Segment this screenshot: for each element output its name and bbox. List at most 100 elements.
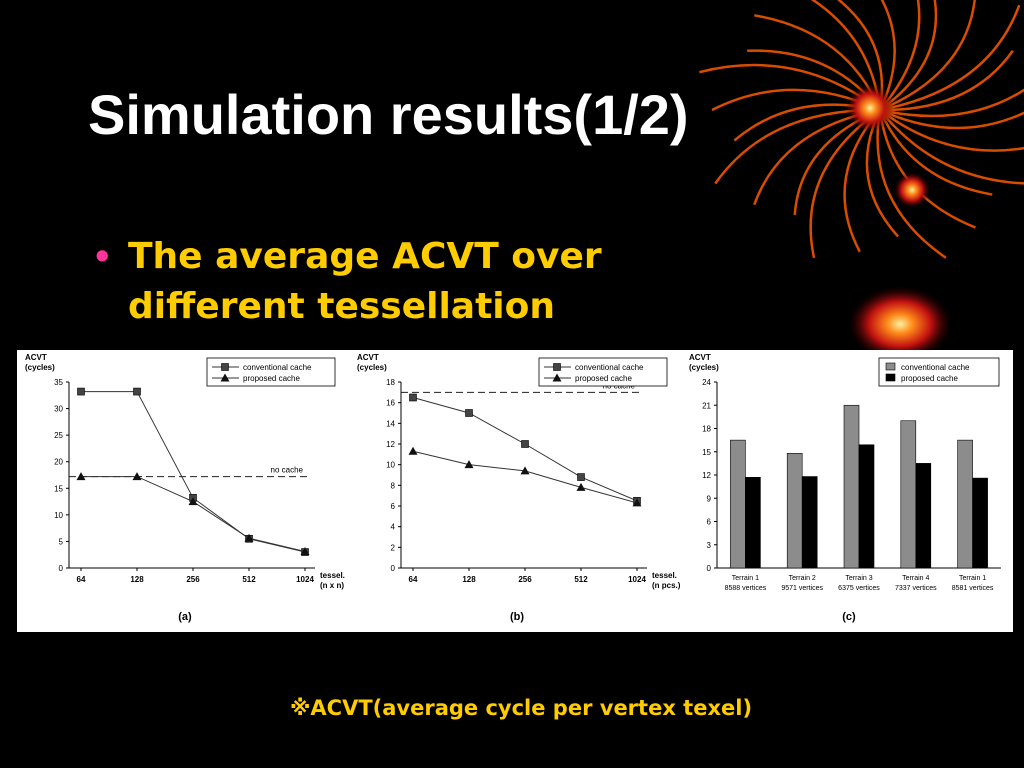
y-tick-label: 0 xyxy=(59,564,64,573)
y-tick-label: 30 xyxy=(54,405,63,414)
y-tick-label: 20 xyxy=(54,458,63,467)
firework-strand xyxy=(843,109,881,253)
y-tick-label: 6 xyxy=(391,502,396,511)
firework-strand xyxy=(879,109,1024,152)
data-point-triangle xyxy=(188,497,198,506)
firework-strand xyxy=(754,14,882,111)
x-tick-label: 1024 xyxy=(296,575,314,584)
bullet-point: • The average ACVT over different tessel… xyxy=(92,232,732,332)
firework-strand xyxy=(699,63,881,111)
data-point-square xyxy=(521,440,529,448)
x-axis-title: tessel. xyxy=(320,571,345,580)
legend-marker-square xyxy=(221,363,229,371)
panel-label: (b) xyxy=(510,611,524,623)
bar-proposed xyxy=(801,476,818,569)
data-point-triangle xyxy=(464,460,474,469)
legend-label: proposed cache xyxy=(901,374,958,383)
bar-conventional xyxy=(786,453,803,569)
panel-label: (c) xyxy=(842,611,856,623)
firework-strand xyxy=(878,0,896,111)
x-axis-title: (n x n) xyxy=(320,581,344,590)
bar-proposed xyxy=(915,463,932,569)
series-line-square xyxy=(412,397,638,502)
y-tick-label: 15 xyxy=(54,484,63,493)
y-tick-label: 16 xyxy=(386,399,395,408)
data-point-triangle xyxy=(76,472,86,481)
y-tick-label: 2 xyxy=(391,543,396,552)
no-cache-label: no cache xyxy=(271,466,304,475)
firework-strand xyxy=(733,103,881,142)
firework-strand xyxy=(793,108,881,216)
firework-strand xyxy=(753,108,881,206)
data-point-triangle xyxy=(300,547,310,556)
y-axis-title: ACVT xyxy=(25,353,47,362)
firework-strand xyxy=(836,0,884,111)
y-tick-label: 6 xyxy=(707,518,712,527)
y-tick-label: 0 xyxy=(391,564,396,573)
chart-c: ACVT(cycles) 0 3 6 9 12 15 18 21 24 Terrain 1 8588 … xyxy=(689,353,1001,623)
firework-strand xyxy=(878,109,976,229)
data-point-triangle xyxy=(632,498,642,507)
bar-conventional xyxy=(900,420,917,569)
x-tick-label: 128 xyxy=(462,575,476,584)
x-axis-title: tessel. xyxy=(652,571,677,580)
bar-proposed xyxy=(972,477,988,569)
x-tick-sublabel: 6375 vertices xyxy=(838,585,880,592)
bar-conventional xyxy=(957,439,973,569)
y-tick-label: 25 xyxy=(54,431,63,440)
x-tick-label: Terrain 2 xyxy=(789,575,816,582)
firework-strand xyxy=(879,0,921,111)
firework-strand xyxy=(879,88,1024,118)
legend-label: conventional cache xyxy=(575,363,644,372)
chart-a: ACVT(cycles) 0 5 10 15 20 25 30 35 64 128 256 512 102… xyxy=(25,353,345,623)
x-tick-label: 64 xyxy=(409,575,418,584)
y-axis-title: (cycles) xyxy=(689,363,719,372)
y-tick-label: 24 xyxy=(702,378,711,387)
y-axis-title: (cycles) xyxy=(357,363,387,372)
x-tick-label: 256 xyxy=(518,575,532,584)
data-point-square xyxy=(577,473,585,481)
legend-marker-triangle xyxy=(220,373,230,382)
legend-swatch xyxy=(885,373,896,382)
x-tick-label: Terrain 3 xyxy=(845,575,872,582)
legend-label: conventional cache xyxy=(243,363,312,372)
y-tick-label: 14 xyxy=(386,419,395,428)
firework-strand xyxy=(879,108,1024,130)
slide-title: Simulation results(1/2) xyxy=(88,83,689,146)
firework-strand xyxy=(714,108,881,185)
data-point-triangle xyxy=(408,446,418,455)
bullet-dot-icon: • xyxy=(92,238,113,276)
y-axis-title: ACVT xyxy=(357,353,379,362)
data-point-square xyxy=(409,393,417,402)
legend-label: conventional cache xyxy=(901,363,970,372)
y-tick-label: 9 xyxy=(707,494,712,503)
y-tick-label: 0 xyxy=(707,564,712,573)
data-point-triangle xyxy=(576,482,586,491)
y-tick-label: 35 xyxy=(54,378,63,387)
x-tick-label: 64 xyxy=(77,575,86,584)
bullet-text: The average ACVT over different tessella… xyxy=(128,236,602,327)
firework-strand xyxy=(810,0,882,111)
x-tick-label: Terrain 1 xyxy=(732,575,759,582)
chart-b: ACVT(cycles) 0 2 4 6 8 10 12 14 16 18 64 128 256 512 10… xyxy=(357,353,681,623)
x-axis-title: (n pcs.) xyxy=(652,581,681,590)
footnote: ※ACVT(average cycle per vertex texel) xyxy=(290,696,753,720)
y-tick-label: 18 xyxy=(702,425,711,434)
chart-panel: ACVT (cycles) 0 5 10 15 20 25 30 35 64 128 256 512 102… xyxy=(17,350,1013,632)
x-tick-label: 512 xyxy=(242,575,256,584)
x-tick-label: Terrain 4 xyxy=(902,575,929,582)
firework-strand xyxy=(711,88,881,112)
bar-proposed xyxy=(745,477,761,569)
firework-strand xyxy=(809,108,881,259)
firework-strand xyxy=(879,4,1021,112)
y-tick-label: 8 xyxy=(391,481,396,490)
data-point-triangle xyxy=(520,466,530,475)
firework-strand xyxy=(747,49,881,111)
y-tick-label: 10 xyxy=(54,511,63,520)
firework-strand xyxy=(879,0,976,112)
y-tick-label: 3 xyxy=(707,541,712,550)
y-tick-label: 12 xyxy=(386,440,395,449)
x-tick-sublabel: 8581 vertices xyxy=(952,585,994,592)
legend-marker-triangle xyxy=(552,373,562,382)
legend-label: proposed cache xyxy=(575,374,632,383)
